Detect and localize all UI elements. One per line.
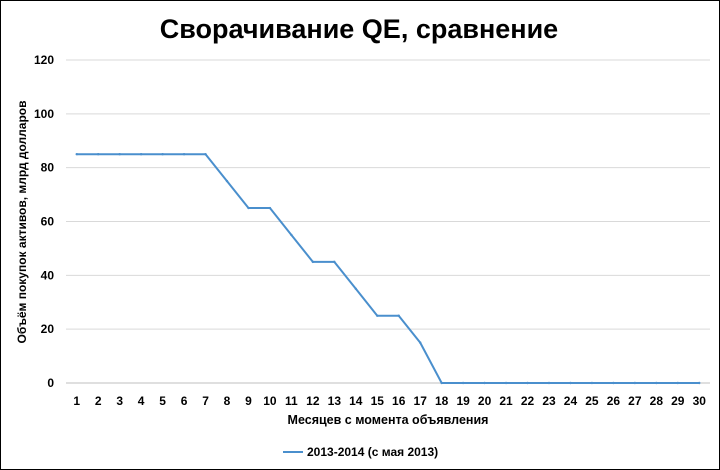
x-tick-label: 12 [306, 394, 320, 408]
series-point [504, 381, 508, 385]
series-point [139, 153, 143, 156]
x-axis-label: Месяцев с момента объявления [288, 413, 489, 427]
series-point [376, 314, 379, 317]
series-point [397, 314, 400, 317]
x-tick-label: 13 [328, 394, 342, 408]
series-point [182, 153, 186, 156]
series-point [569, 381, 572, 385]
series-point [633, 381, 637, 385]
series-point [247, 206, 250, 210]
x-tick-label: 24 [564, 394, 578, 408]
x-tick-label: 8 [224, 394, 231, 408]
series-point [118, 153, 121, 156]
y-tick-label: 0 [47, 376, 54, 390]
x-axis-ticks: 1 2 3 4 5 6 7 8 9 10 11 12 13 14 15 16 17 18 19 20 21 22 23 24 2… [73, 394, 706, 408]
y-tick-label: 120 [34, 53, 54, 67]
x-tick-label: 20 [478, 394, 492, 408]
x-tick-label: 4 [138, 394, 145, 408]
x-tick-label: 2 [95, 394, 102, 408]
series-point [311, 260, 315, 264]
x-tick-label: 11 [285, 394, 298, 408]
series-point [547, 381, 551, 385]
y-tick-label: 80 [41, 161, 55, 175]
legend: 2013-2014 (с мая 2013) [283, 445, 438, 459]
series-point [333, 260, 336, 264]
y-tick-label: 100 [34, 107, 54, 121]
x-tick-label: 25 [585, 394, 599, 408]
x-tick-label: 28 [650, 394, 664, 408]
x-tick-label: 29 [671, 394, 685, 408]
chart-title: Сворачивание QE, сравнение [160, 14, 558, 44]
x-tick-label: 30 [693, 394, 707, 408]
series-point [698, 381, 701, 385]
series-point [225, 179, 229, 183]
series-point [655, 381, 658, 385]
series-point [461, 381, 465, 385]
series-point [354, 287, 357, 290]
series-point [97, 153, 100, 156]
series-point [419, 341, 422, 344]
x-tick-label: 3 [116, 394, 123, 408]
x-tick-label: 14 [349, 394, 363, 408]
y-tick-label: 60 [41, 215, 55, 229]
y-tick-label: 40 [41, 268, 55, 282]
x-tick-label: 7 [202, 394, 209, 408]
series-point [483, 381, 486, 385]
y-tick-label: 20 [41, 322, 55, 336]
series-point [268, 206, 272, 210]
series-point [440, 381, 443, 385]
x-tick-label: 6 [181, 394, 188, 408]
x-tick-label: 9 [245, 394, 252, 408]
series-point [526, 381, 529, 385]
x-tick-label: 21 [499, 394, 513, 408]
series-point [161, 153, 164, 156]
x-tick-label: 19 [456, 394, 470, 408]
series-point [75, 153, 78, 156]
x-tick-label: 18 [435, 394, 449, 408]
x-tick-label: 27 [628, 394, 642, 408]
series-line-1 [76, 153, 700, 384]
series-point [204, 153, 207, 156]
grid-lines [66, 59, 710, 384]
x-tick-label: 17 [414, 394, 428, 408]
series-point [676, 381, 679, 385]
x-tick-label: 10 [263, 394, 277, 408]
series-layer [75, 153, 701, 385]
series-point [612, 381, 615, 385]
x-tick-label: 22 [521, 394, 535, 408]
y-axis-label: Объём покупок активов, млрд долларов [15, 100, 29, 343]
x-tick-label: 15 [371, 394, 385, 408]
legend-label-series-1: 2013-2014 (с мая 2013) [307, 445, 438, 459]
x-tick-label: 26 [607, 394, 621, 408]
y-axis-ticks: 0 20 40 60 80 100 120 [34, 53, 54, 390]
x-tick-label: 5 [159, 394, 166, 408]
x-tick-label: 16 [392, 394, 406, 408]
x-tick-label: 23 [542, 394, 556, 408]
x-tick-label: 1 [73, 394, 80, 408]
series-point [590, 381, 594, 385]
series-point [290, 233, 293, 237]
